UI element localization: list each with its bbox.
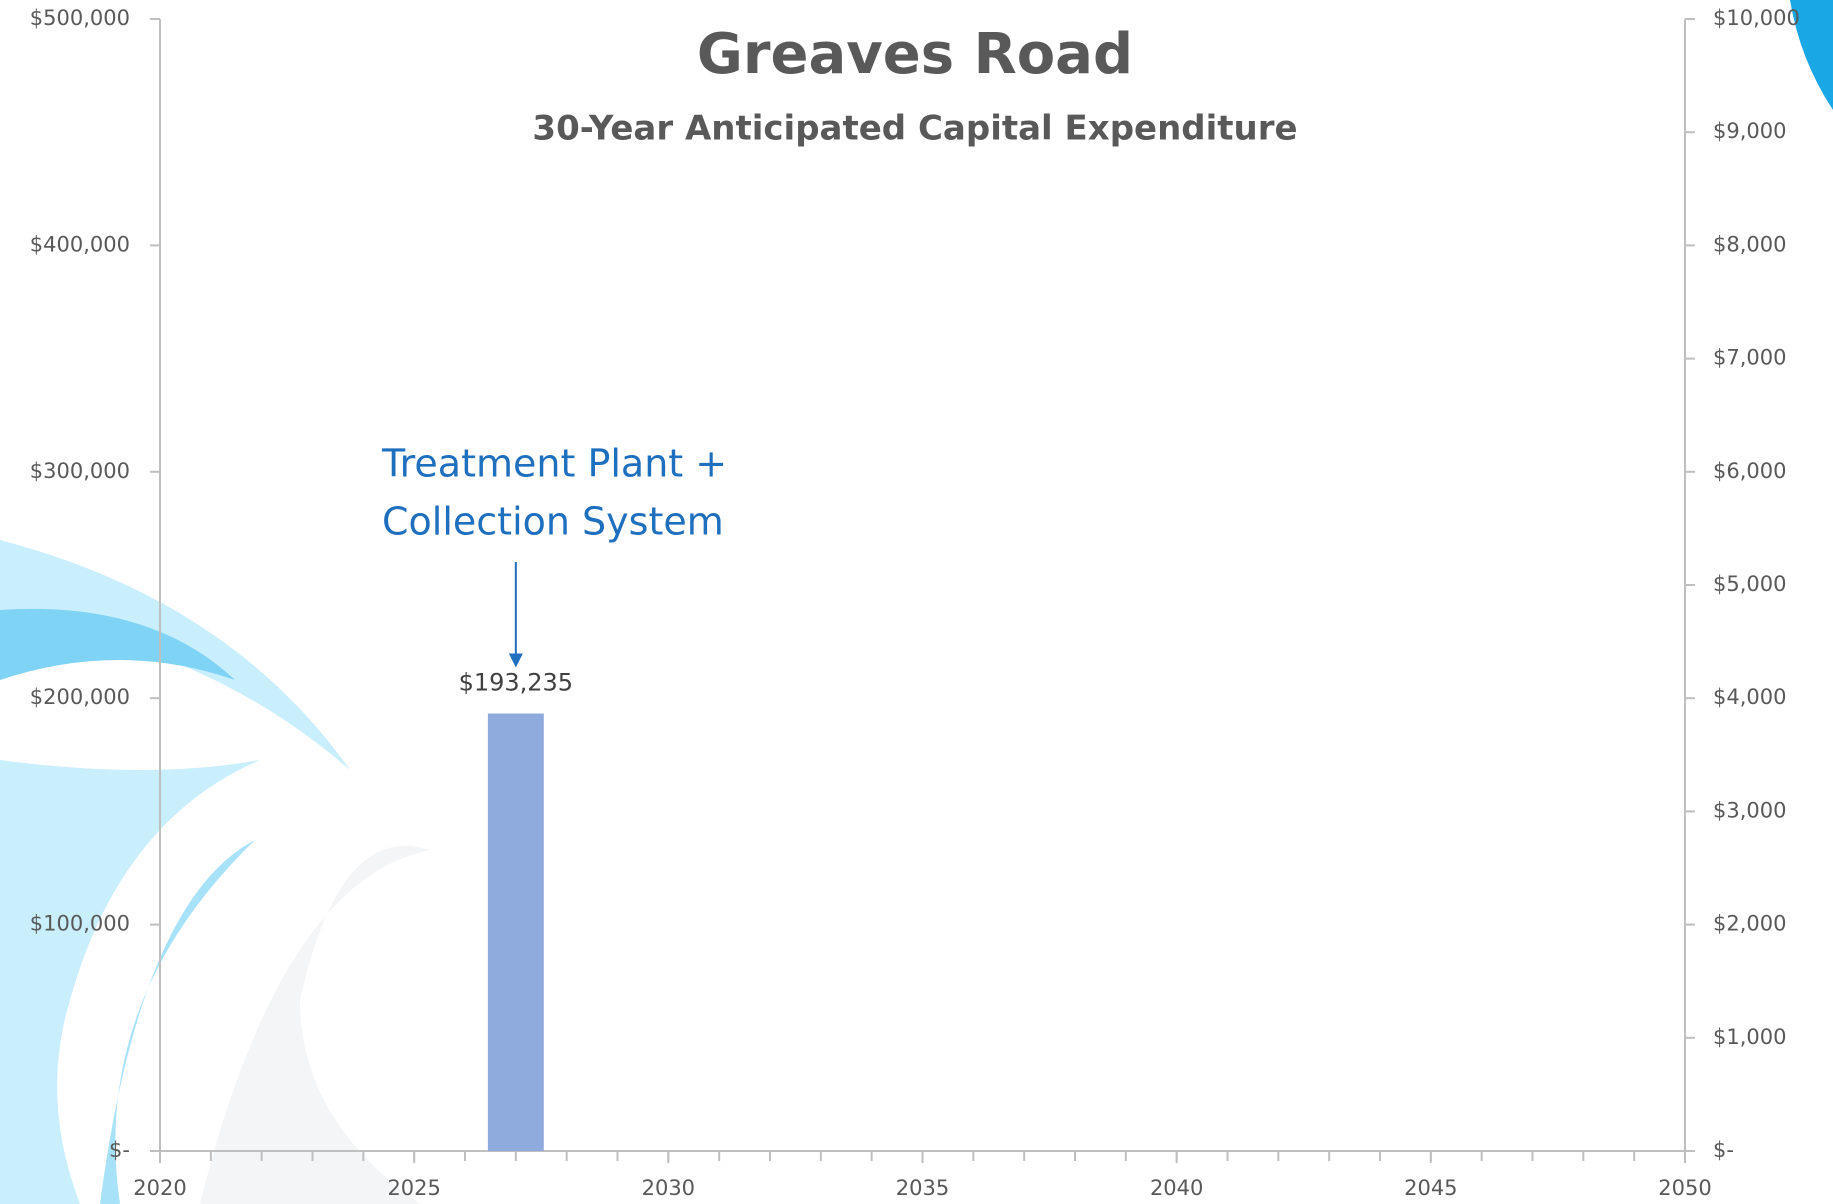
y-tick-label: $400,000 (30, 232, 130, 256)
x-tick-label: 2050 (1658, 1176, 1711, 1200)
x-tick-label: 2030 (642, 1176, 695, 1200)
annotation: Treatment Plant + (381, 442, 727, 486)
y-tick-label: $- (109, 1138, 130, 1162)
y2-tick-label: $4,000 (1713, 685, 1786, 709)
x-tick-label: 2045 (1404, 1176, 1457, 1200)
annotation-arrowhead (508, 653, 523, 668)
y2-tick-label: $6,000 (1713, 459, 1786, 483)
y2-tick-label: $10,000 (1713, 6, 1800, 30)
chart-title: Greaves Road (697, 22, 1133, 87)
y-tick-label: $300,000 (30, 459, 130, 483)
y-tick-label: $200,000 (30, 685, 130, 709)
annotation: Collection System (382, 500, 724, 544)
y-tick-label: $100,000 (30, 912, 130, 936)
y2-tick-label: $8,000 (1713, 232, 1786, 256)
y2-tick-label: $5,000 (1713, 572, 1786, 596)
y-tick-label: $500,000 (30, 6, 130, 30)
chart-subtitle: 30-Year Anticipated Capital Expenditure (532, 109, 1297, 149)
y2-tick-label: $9,000 (1713, 119, 1786, 143)
y2-tick-label: $7,000 (1713, 346, 1786, 370)
y2-tick-label: $2,000 (1713, 912, 1786, 936)
x-tick-label: 2035 (896, 1176, 949, 1200)
x-tick-label: 2025 (387, 1176, 440, 1200)
y2-tick-label: $3,000 (1713, 798, 1786, 822)
y2-tick-label: $- (1713, 1138, 1734, 1162)
x-tick-label: 2040 (1150, 1176, 1203, 1200)
value-label: $193,235 (459, 669, 574, 697)
y2-tick-label: $1,000 (1713, 1025, 1786, 1049)
x-tick-label: 2020 (133, 1176, 186, 1200)
bar (487, 713, 544, 1151)
